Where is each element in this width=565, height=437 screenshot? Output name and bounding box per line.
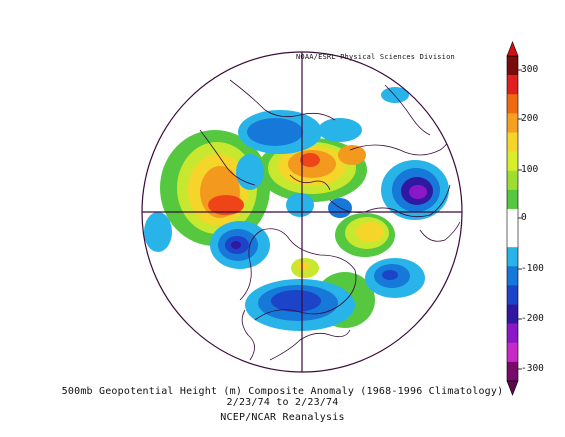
colorbar-max-arrow: [506, 41, 519, 57]
colorbar-segment: [507, 208, 518, 229]
colorbar-tick-label: 300: [521, 64, 539, 75]
credit-label: NOAA/ESRL Physical Sciences Division: [296, 53, 455, 61]
ridge-siberia: [257, 138, 367, 202]
colorbar-segment: [507, 170, 518, 191]
colorbar-frame: [506, 55, 519, 382]
colorbar-segment: [507, 342, 518, 363]
grid-axes: [142, 52, 462, 372]
colorbar-segment: [507, 266, 518, 286]
colorbar-segment: [507, 56, 518, 76]
colorbar-segment: [507, 285, 518, 305]
colorbar: [506, 41, 522, 396]
colorbar-segment: [507, 228, 518, 248]
date-range: 2/23/74 to 2/23/74: [226, 397, 339, 408]
colorbar-segment: [507, 247, 518, 267]
colorbar-segment: [507, 151, 518, 172]
trough-eastern-atlantic: [365, 258, 425, 298]
colorbar-segment: [507, 361, 518, 382]
colorbar-segment: [507, 94, 518, 114]
trough-aleutian: [210, 221, 270, 269]
colorbar-tick-label: -300: [521, 363, 544, 374]
colorbar-segment: [507, 113, 518, 133]
colorbar-segment: [507, 323, 518, 344]
colorbar-tick-label: 200: [521, 113, 539, 124]
anomaly-field: [144, 87, 449, 331]
trough-pacific-west: [144, 212, 172, 252]
colorbar-segment: [507, 132, 518, 152]
colorbar-tick-label: 0: [521, 212, 527, 223]
colorbar-tick-label: 100: [521, 164, 539, 175]
colorbar-tick-label: -200: [521, 313, 544, 324]
trough-ural: [381, 160, 449, 220]
colorbar-segment: [507, 75, 518, 95]
colorbar-segment: [507, 304, 518, 324]
trough-us: [245, 279, 355, 331]
hemisphere-outline: [141, 51, 463, 373]
map-title: 500mb Geopotential Height (m) Composite …: [61, 386, 504, 397]
dataset-name: NCEP/NCAR Reanalysis: [220, 412, 345, 423]
colorbar-tick-label: -100: [521, 263, 544, 274]
colorbar-segment: [507, 189, 518, 210]
